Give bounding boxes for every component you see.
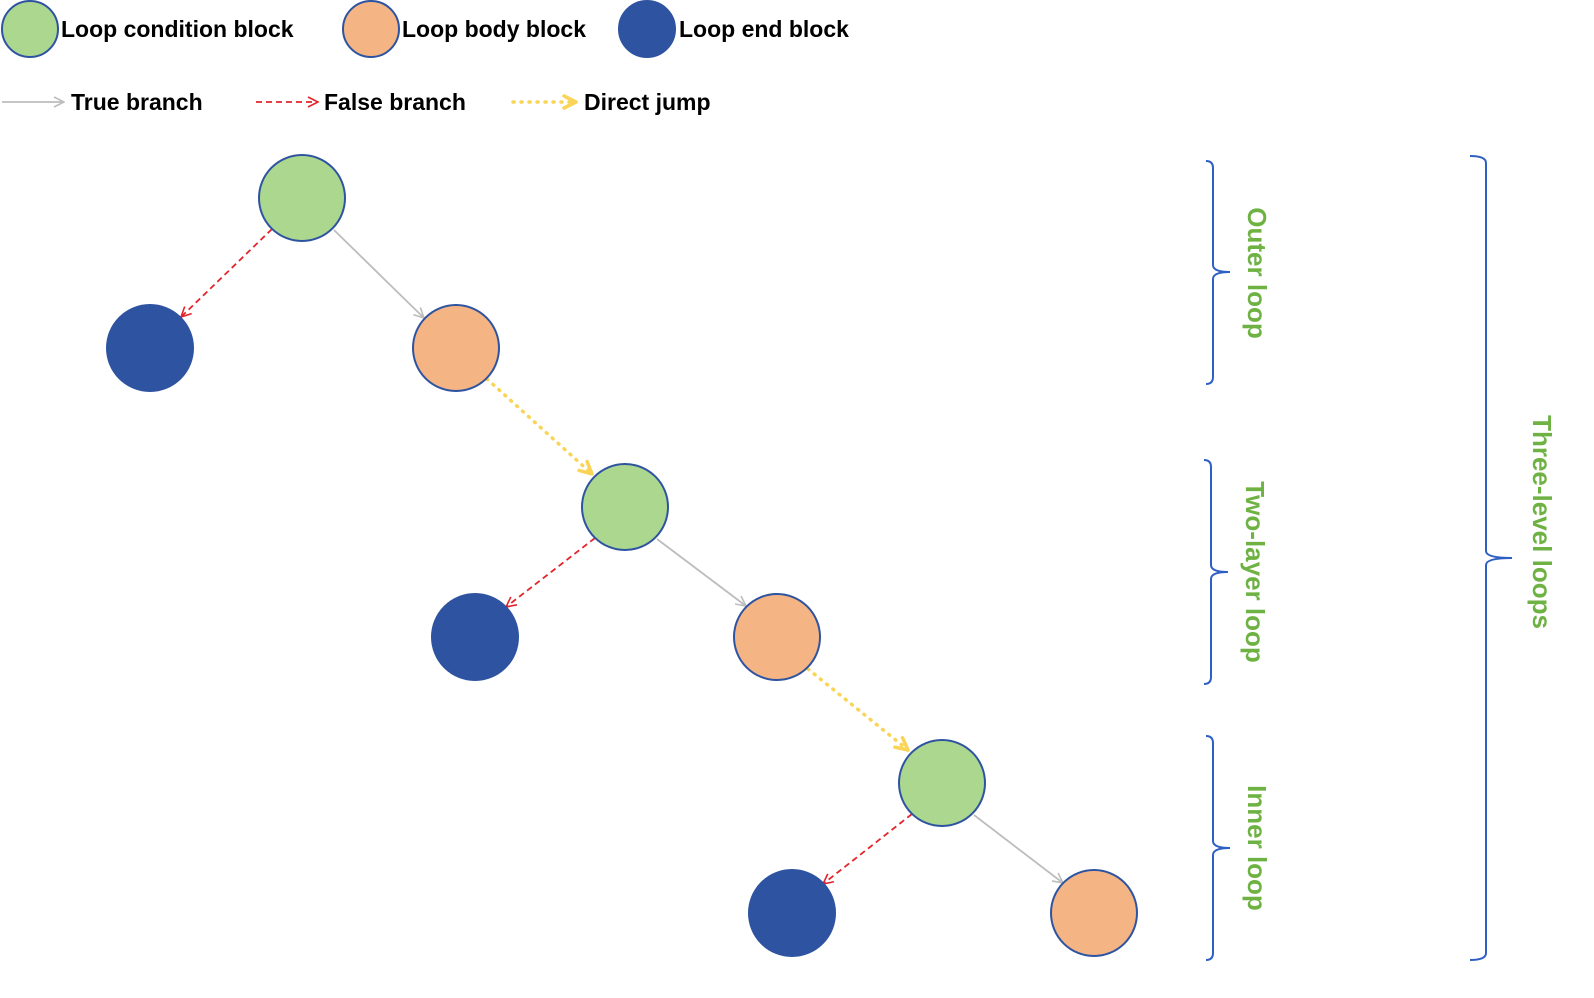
bracket-labels: Outer loop Two-layer loop Inner loop Thr… <box>1240 207 1557 911</box>
legend-condition-swatch <box>1 0 59 58</box>
outer-loop-bracket <box>1205 160 1231 385</box>
legend-body-swatch <box>342 0 400 58</box>
direct-jump-edge <box>806 667 910 752</box>
false-branch-edge <box>506 537 596 607</box>
true-branch-edge <box>973 814 1063 883</box>
three-level-loops-bracket <box>1469 155 1513 961</box>
loop-body-node <box>1050 869 1138 957</box>
loop-end-node <box>106 304 194 392</box>
legend-edge-types: True branch False branch Direct jump <box>2 89 711 115</box>
loop-end-node <box>748 869 836 957</box>
loop-condition-node <box>581 463 669 551</box>
outer-loop-label: Outer loop <box>1242 207 1272 338</box>
legend-true-label: True branch <box>71 89 203 115</box>
true-branch-edge <box>656 538 746 606</box>
diagram-edges <box>181 228 1063 884</box>
legend-end-label: Loop end block <box>679 16 849 42</box>
loop-brackets <box>1203 155 1513 961</box>
diagram-nodes <box>106 154 1138 957</box>
direct-jump-edge <box>485 377 594 476</box>
legend-jump-label: Direct jump <box>584 89 711 115</box>
legend-false-label: False branch <box>324 89 466 115</box>
legend-condition-label: Loop condition block <box>61 16 294 42</box>
false-branch-edge <box>823 813 913 884</box>
legend-node-types: Loop condition block Loop body block Loo… <box>1 0 849 58</box>
loop-body-node <box>412 304 500 392</box>
loop-condition-node <box>258 154 346 242</box>
two-layer-loop-label: Two-layer loop <box>1240 481 1270 663</box>
loop-end-node <box>431 593 519 681</box>
loop-condition-node <box>898 739 986 827</box>
legend-end-swatch <box>618 0 676 58</box>
false-branch-edge <box>181 228 273 317</box>
inner-loop-bracket <box>1205 735 1231 961</box>
loop-body-node <box>733 593 821 681</box>
true-branch-edge <box>333 229 424 318</box>
legend-body-label: Loop body block <box>402 16 586 42</box>
inner-loop-label: Inner loop <box>1242 785 1272 911</box>
two-layer-loop-bracket <box>1203 459 1229 685</box>
three-level-loops-label: Three-level loops <box>1527 415 1557 629</box>
